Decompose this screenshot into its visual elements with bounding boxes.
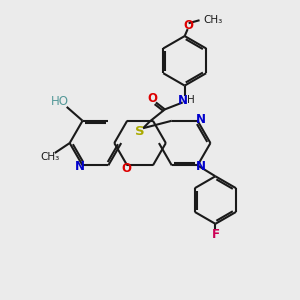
Text: O: O [121,162,131,175]
Text: HO: HO [51,95,69,108]
Text: S: S [135,125,145,138]
Text: O: O [184,19,194,32]
Text: H: H [187,95,194,106]
Text: N: N [196,113,206,126]
Text: N: N [196,160,206,173]
Text: O: O [147,92,157,105]
Text: F: F [212,228,219,241]
Text: N: N [178,94,188,107]
Text: CH₃: CH₃ [203,15,223,25]
Text: CH₃: CH₃ [40,152,59,162]
Text: N: N [75,160,85,173]
